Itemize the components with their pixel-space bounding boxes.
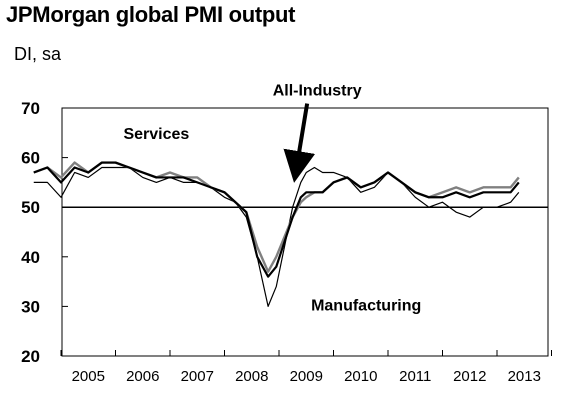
series-line-1 — [33, 161, 520, 273]
y-tick-label: 30 — [21, 297, 40, 316]
y-tick-label: 60 — [21, 149, 40, 168]
chart-title: JPMorgan global PMI output — [6, 2, 296, 27]
x-tick-label: 2010 — [344, 368, 377, 385]
plot-frame — [61, 107, 549, 357]
series-line-0 — [33, 166, 520, 307]
x-tick-label: 2006 — [126, 368, 159, 385]
x-tick-label: 2005 — [72, 368, 105, 385]
x-tick-label: 2009 — [290, 368, 323, 385]
x-tick-label: 2013 — [508, 368, 541, 385]
annotation-arrow — [283, 103, 316, 183]
y-tick-label: 70 — [21, 99, 40, 118]
y-tick-label: 40 — [21, 248, 40, 267]
y-tick-label: 20 — [21, 347, 40, 366]
annotation-label: Services — [123, 126, 189, 143]
x-tick-label: 2007 — [181, 368, 214, 385]
annotation-label: All-Industry — [273, 83, 362, 100]
x-tick-label: 2011 — [399, 368, 431, 385]
series-line-2 — [33, 161, 520, 278]
annotation-label: Manufacturing — [311, 297, 421, 314]
x-tick-label: 2012 — [453, 368, 486, 385]
chart-subtitle: DI, sa — [14, 44, 62, 64]
y-tick-label: 50 — [21, 198, 40, 217]
x-tick-label: 2008 — [235, 368, 268, 385]
